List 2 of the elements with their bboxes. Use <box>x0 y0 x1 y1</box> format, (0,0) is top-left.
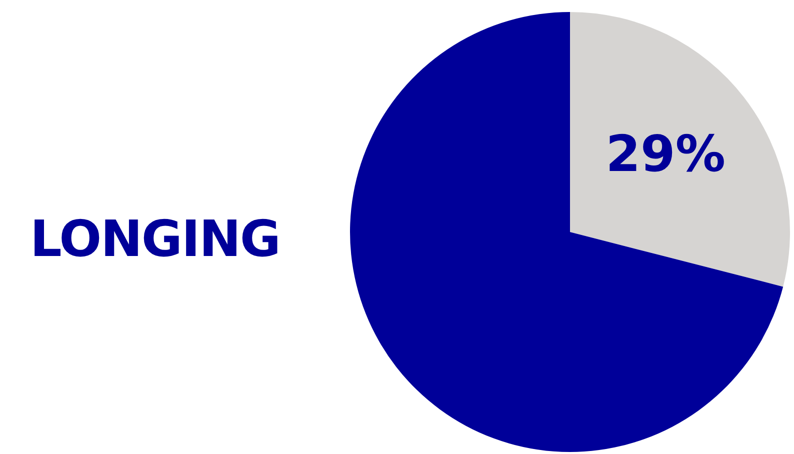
data-label: 29% <box>606 124 726 183</box>
text: LONGING <box>30 210 281 268</box>
